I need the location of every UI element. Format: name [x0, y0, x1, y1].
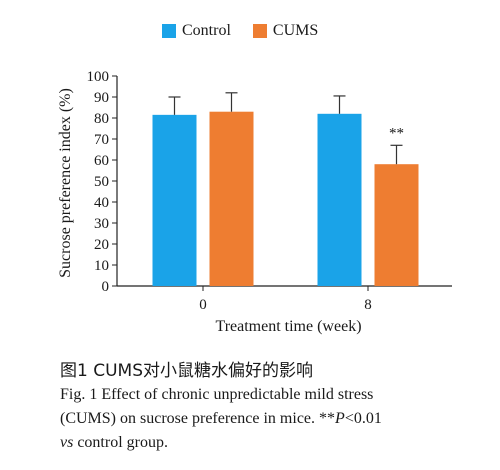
caption-p-symbol: P [335, 410, 345, 427]
y-axis-title: Sucrose preference index (%) [57, 88, 74, 278]
y-tick-label: 20 [94, 237, 109, 253]
caption-vs: vs [60, 434, 74, 451]
y-tick-label: 100 [87, 69, 110, 85]
caption-text-2a: (CUMS) on sucrose preference in mice. ** [60, 410, 336, 427]
caption-text-2b: <0.01 [344, 410, 382, 427]
y-tick-label: 50 [94, 174, 109, 190]
legend-swatch-control [162, 24, 176, 38]
bar-cums-8 [374, 164, 419, 286]
x-tick-label: 8 [364, 297, 372, 313]
legend-item-control: Control [162, 22, 231, 40]
significance-annotation: ** [389, 125, 404, 141]
x-tick-label: 0 [199, 297, 207, 313]
y-tick-label: 0 [102, 279, 110, 295]
y-tick-label: 10 [94, 258, 109, 274]
caption-chinese: 图1 CUMS对小鼠糖水偏好的影响 [60, 361, 313, 381]
bar-control-8 [317, 113, 362, 286]
bar-control-0 [152, 114, 197, 286]
y-tick-label: 30 [94, 216, 109, 232]
y-tick-label: 60 [94, 153, 109, 169]
y-tick-label: 40 [94, 195, 109, 211]
legend-label-cums: CUMS [272, 22, 319, 39]
caption-english-line-3: vs control group. [60, 431, 490, 455]
x-axis-title: Treatment time (week) [215, 318, 361, 335]
caption-english: Fig. 1 Effect of chronic unpredictable m… [60, 383, 490, 455]
y-tick-label: 80 [94, 111, 109, 127]
legend-label-control: Control [182, 22, 231, 39]
caption-text-3: control group. [73, 434, 168, 451]
legend-item-cums: CUMS [252, 22, 319, 40]
caption-english-line-2: (CUMS) on sucrose preference in mice. **… [60, 407, 490, 431]
y-tick-label: 70 [94, 132, 109, 148]
bar-cums-0 [209, 111, 254, 286]
y-tick-label: 90 [94, 90, 109, 106]
caption-english-line-1: Fig. 1 Effect of chronic unpredictable m… [60, 386, 374, 403]
legend: Control CUMS [162, 22, 340, 40]
legend-swatch-cums [252, 24, 267, 38]
